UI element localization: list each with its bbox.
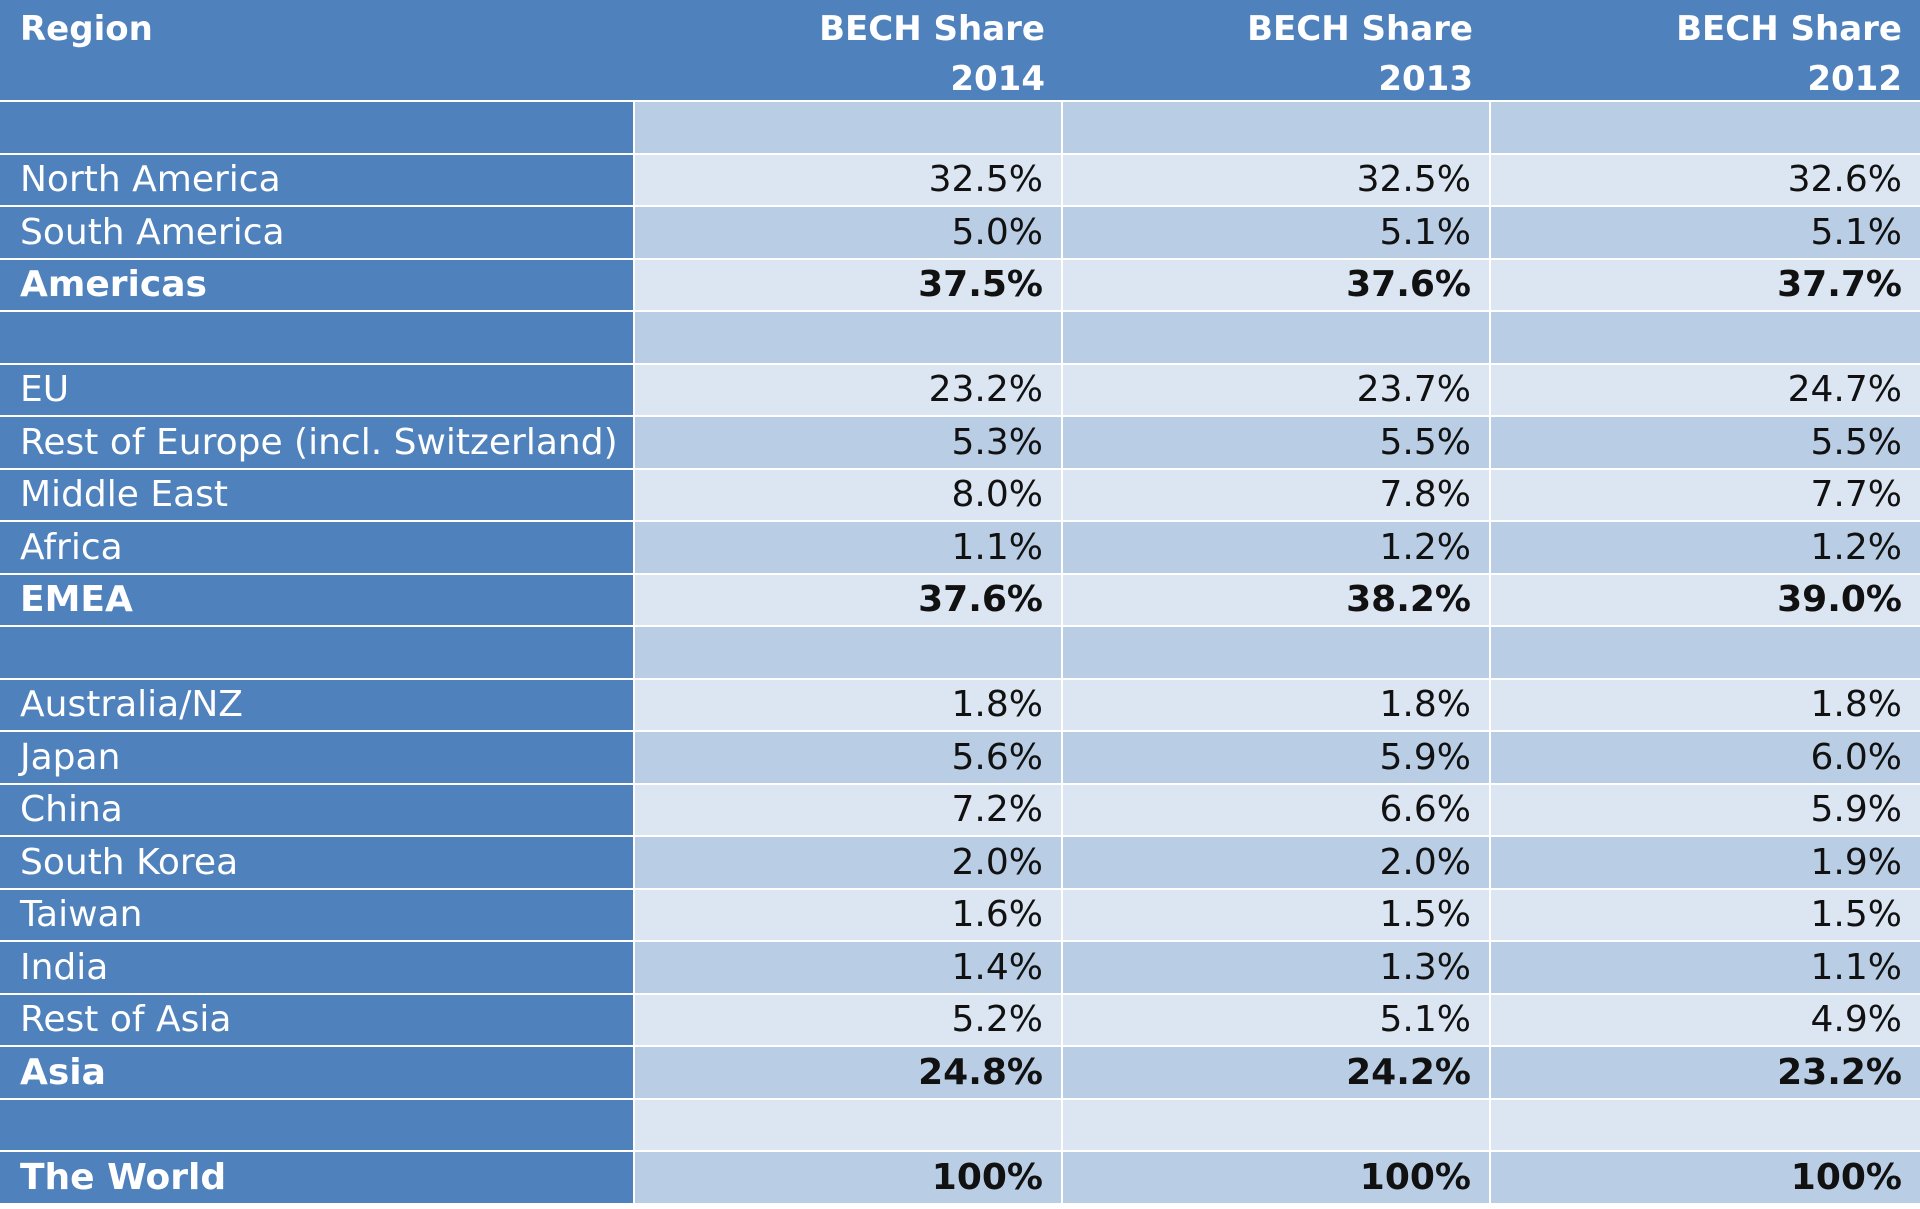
value-rest-of-europe-incl-switzerland-2013: 5.5% <box>1063 417 1491 470</box>
value-eu-2012: 24.7% <box>1491 364 1920 417</box>
value-middle-east-2013: 7.8% <box>1063 469 1491 522</box>
value-spacer-0-2012 <box>1491 102 1920 155</box>
value-rest-of-europe-incl-switzerland-2012: 5.5% <box>1491 417 1920 470</box>
value-china-2012: 5.9% <box>1491 784 1920 837</box>
value-rest-of-europe-incl-switzerland-2014: 5.3% <box>635 417 1063 470</box>
value-africa-2014: 1.1% <box>635 522 1063 575</box>
value-south-korea-2013: 2.0% <box>1063 837 1491 890</box>
value-asia-2014: 24.8% <box>635 1047 1063 1100</box>
value-south-america-2013: 5.1% <box>1063 207 1491 260</box>
value-africa-2013: 1.2% <box>1063 522 1491 575</box>
value-australia-nz-2014: 1.8% <box>635 679 1063 732</box>
value-india-2013: 1.3% <box>1063 942 1491 995</box>
value-japan-2012: 6.0% <box>1491 732 1920 785</box>
header-2013-line2: 2013 <box>1378 59 1473 99</box>
value-eu-2013: 23.7% <box>1063 364 1491 417</box>
row-label-asia: Asia <box>0 1047 635 1100</box>
value-middle-east-2012: 7.7% <box>1491 469 1920 522</box>
value-eu-2014: 23.2% <box>635 364 1063 417</box>
value-taiwan-2012: 1.5% <box>1491 889 1920 942</box>
header-2013-line1: BECH Share <box>1247 9 1473 49</box>
row-label-north-america: North America <box>0 154 635 207</box>
value-africa-2012: 1.2% <box>1491 522 1920 575</box>
value-north-america-2012: 32.6% <box>1491 154 1920 207</box>
value-north-america-2014: 32.5% <box>635 154 1063 207</box>
value-spacer-19-2012 <box>1491 1099 1920 1152</box>
row-label-spacer-10 <box>0 627 635 680</box>
value-the-world-2012: 100% <box>1491 1152 1920 1205</box>
row-label-india: India <box>0 942 635 995</box>
value-rest-of-asia-2014: 5.2% <box>635 994 1063 1047</box>
value-spacer-10-2014 <box>635 627 1063 680</box>
value-taiwan-2014: 1.6% <box>635 889 1063 942</box>
header-region: Region <box>0 0 635 102</box>
value-china-2013: 6.6% <box>1063 784 1491 837</box>
value-taiwan-2013: 1.5% <box>1063 889 1491 942</box>
value-emea-2014: 37.6% <box>635 574 1063 627</box>
value-middle-east-2014: 8.0% <box>635 469 1063 522</box>
value-spacer-0-2014 <box>635 102 1063 155</box>
value-spacer-10-2012 <box>1491 627 1920 680</box>
header-2014-line2: 2014 <box>950 59 1045 99</box>
value-emea-2013: 38.2% <box>1063 574 1491 627</box>
value-south-america-2014: 5.0% <box>635 207 1063 260</box>
value-australia-nz-2013: 1.8% <box>1063 679 1491 732</box>
value-japan-2014: 5.6% <box>635 732 1063 785</box>
value-emea-2012: 39.0% <box>1491 574 1920 627</box>
row-label-eu: EU <box>0 364 635 417</box>
value-china-2014: 7.2% <box>635 784 1063 837</box>
value-americas-2014: 37.5% <box>635 259 1063 312</box>
value-asia-2013: 24.2% <box>1063 1047 1491 1100</box>
value-spacer-19-2013 <box>1063 1099 1491 1152</box>
value-south-korea-2014: 2.0% <box>635 837 1063 890</box>
value-the-world-2013: 100% <box>1063 1152 1491 1205</box>
value-south-korea-2012: 1.9% <box>1491 837 1920 890</box>
row-label-rest-of-asia: Rest of Asia <box>0 994 635 1047</box>
row-label-the-world: The World <box>0 1152 635 1205</box>
value-japan-2013: 5.9% <box>1063 732 1491 785</box>
row-label-americas: Americas <box>0 259 635 312</box>
header-2012: BECH Share 2012 <box>1491 0 1920 102</box>
header-2012-line1: BECH Share <box>1676 9 1902 49</box>
value-spacer-19-2014 <box>635 1099 1063 1152</box>
row-label-middle-east: Middle East <box>0 469 635 522</box>
value-spacer-0-2013 <box>1063 102 1491 155</box>
row-label-australia-nz: Australia/NZ <box>0 679 635 732</box>
header-2012-line2: 2012 <box>1807 59 1902 99</box>
row-label-spacer-4 <box>0 312 635 365</box>
value-north-america-2013: 32.5% <box>1063 154 1491 207</box>
value-india-2012: 1.1% <box>1491 942 1920 995</box>
row-label-spacer-0 <box>0 102 635 155</box>
value-the-world-2014: 100% <box>635 1152 1063 1205</box>
value-americas-2012: 37.7% <box>1491 259 1920 312</box>
header-2014-line1: BECH Share <box>819 9 1045 49</box>
value-spacer-4-2012 <box>1491 312 1920 365</box>
value-americas-2013: 37.6% <box>1063 259 1491 312</box>
value-rest-of-asia-2012: 4.9% <box>1491 994 1920 1047</box>
row-label-taiwan: Taiwan <box>0 889 635 942</box>
row-label-china: China <box>0 784 635 837</box>
value-spacer-10-2013 <box>1063 627 1491 680</box>
value-rest-of-asia-2013: 5.1% <box>1063 994 1491 1047</box>
value-spacer-4-2014 <box>635 312 1063 365</box>
row-label-emea: EMEA <box>0 574 635 627</box>
row-label-south-korea: South Korea <box>0 837 635 890</box>
header-2013: BECH Share 2013 <box>1063 0 1491 102</box>
row-label-south-america: South America <box>0 207 635 260</box>
row-label-africa: Africa <box>0 522 635 575</box>
header-2014: BECH Share 2014 <box>635 0 1063 102</box>
row-label-japan: Japan <box>0 732 635 785</box>
value-spacer-4-2013 <box>1063 312 1491 365</box>
value-australia-nz-2012: 1.8% <box>1491 679 1920 732</box>
value-india-2014: 1.4% <box>635 942 1063 995</box>
row-label-rest-of-europe-incl-switzerland: Rest of Europe (incl. Switzerland) <box>0 417 635 470</box>
value-asia-2012: 23.2% <box>1491 1047 1920 1100</box>
row-label-spacer-19 <box>0 1099 635 1152</box>
value-south-america-2012: 5.1% <box>1491 207 1920 260</box>
